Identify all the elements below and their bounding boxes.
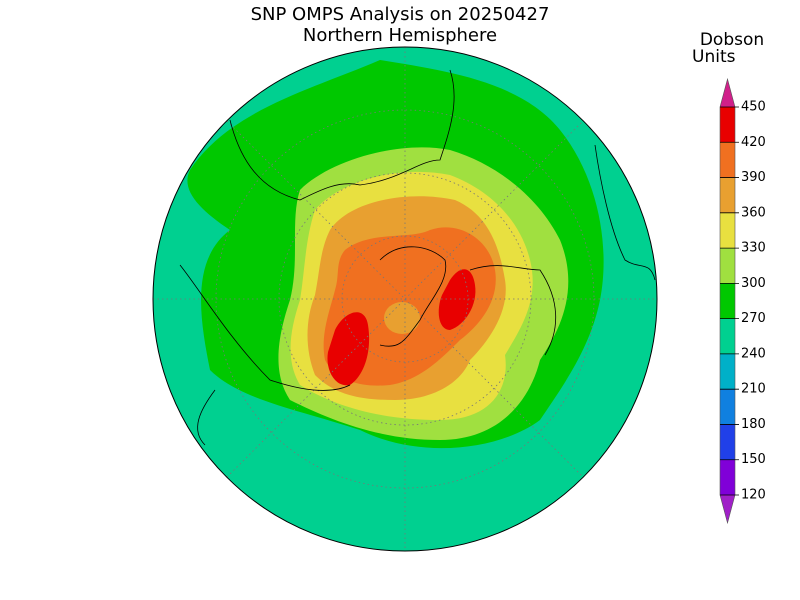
colorbar-segment [720,353,735,390]
graticule [153,47,657,551]
colorbar-tick-label: 270 [741,311,766,326]
colorbar-tick-label: 150 [741,452,766,467]
colorbar-segment [720,459,735,495]
colorbar-tick-label: 420 [741,135,766,150]
colorbar-tick-label: 300 [741,276,766,291]
colorbar-segment [720,318,735,354]
zone-420-west [327,312,370,386]
colorbar-tick-label: 330 [741,241,766,256]
colorbar-segment [720,107,735,143]
colorbar-tick-label: 360 [741,205,766,220]
map-subtitle: Northern Hemisphere [303,25,497,46]
colorbar-segment [720,177,735,213]
map-title: SNP OMPS Analysis on 20250427 [251,4,550,25]
colorbar-segment [720,212,735,249]
colorbar-label: Dobson [700,30,764,50]
coastlines [179,69,656,446]
zone-420-east [438,269,476,330]
colorbar-segment [720,248,735,284]
colorbar-segment [720,142,735,178]
colorbar: 120 150 180 210 240 270 300 330 360 390 420 450 [719,77,766,525]
colorbar-tick-label: 390 [741,170,766,185]
zone-360-core [384,302,420,334]
colorbar-extend-low [720,495,735,523]
colorbar-segment [720,424,735,460]
colorbar-tick-label: 120 [741,488,766,503]
colorbar-tick-label: 180 [741,417,766,432]
colorbar-segment [720,283,735,319]
colorbar-tick-label: 450 [741,100,766,115]
colorbar-extend-high [720,79,735,107]
colorbar-tick-label: 240 [741,346,766,361]
colorbar-tick-label: 210 [741,382,766,397]
map-border [152,46,658,552]
colorbar-segment [720,389,735,425]
colorbar-label: Units [692,47,736,67]
map [152,46,658,552]
